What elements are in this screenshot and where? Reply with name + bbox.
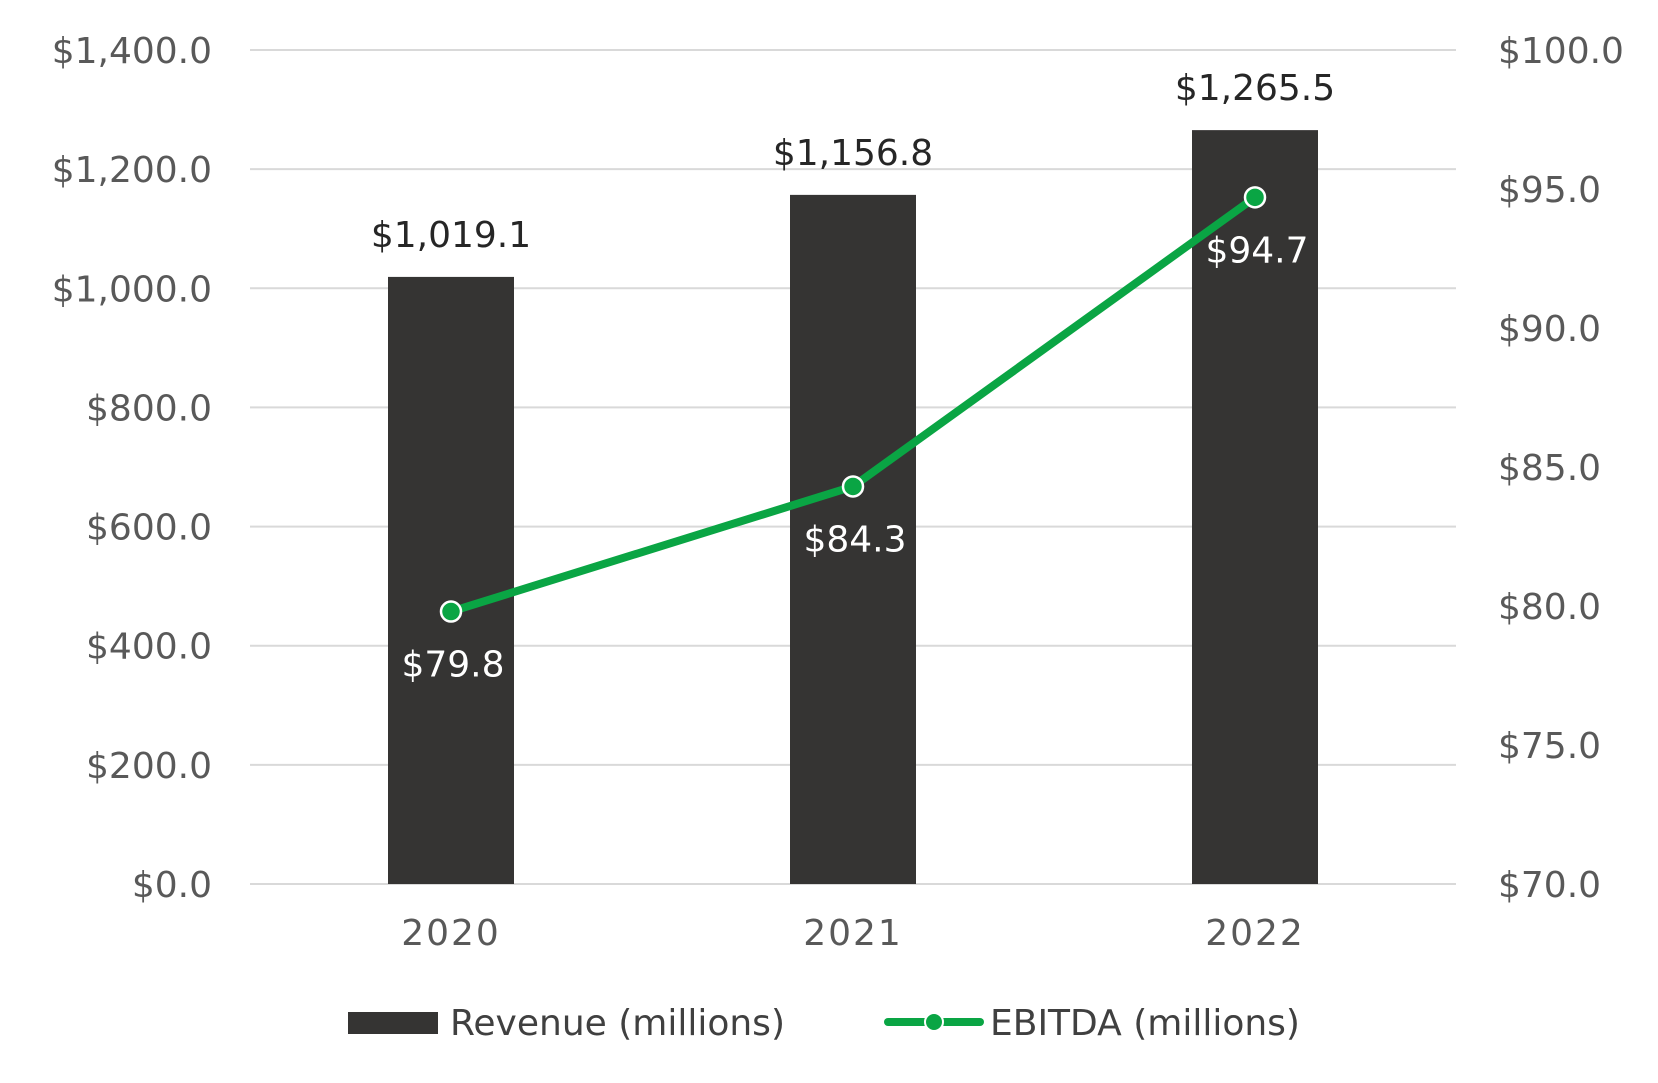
left-axis-tick-label: $800.0 [86, 388, 212, 429]
ebitda-data-labels: $79.8 $84.3 $94.7 [401, 230, 1308, 685]
right-axis-tick-label: $80.0 [1498, 587, 1601, 628]
x-axis-tick-label: 2022 [1205, 913, 1305, 954]
legend: Revenue (millions) EBITDA (millions) [348, 1003, 1300, 1044]
revenue-data-labels: $1,019.1 $1,156.8 $1,265.5 [371, 68, 1335, 256]
right-axis-tick-label: $100.0 [1498, 31, 1624, 72]
ebitda-point [1243, 186, 1267, 209]
x-axis-ticks: 2020 2021 2022 [401, 913, 1305, 954]
revenue-bar [1192, 130, 1318, 885]
revenue-data-label: $1,019.1 [371, 215, 531, 256]
x-axis-tick-label: 2020 [401, 913, 501, 954]
right-axis-ticks: $70.0 $75.0 $80.0 $85.0 $90.0 $95.0 $100.0 [1498, 31, 1624, 906]
legend-swatch-revenue [348, 1012, 438, 1034]
legend-label-revenue: Revenue (millions) [450, 1003, 785, 1044]
legend-label-ebitda: EBITDA (millions) [990, 1003, 1300, 1044]
ebitda-data-label: $94.7 [1205, 230, 1308, 271]
revenue-data-label: $1,265.5 [1175, 68, 1335, 109]
legend-marker-ebitda [924, 1012, 944, 1032]
ebitda-line [439, 186, 1267, 623]
right-axis-tick-label: $90.0 [1498, 309, 1601, 350]
ebitda-data-label: $84.3 [803, 519, 906, 560]
right-axis-tick-label: $95.0 [1498, 170, 1601, 211]
revenue-bar [790, 194, 916, 885]
revenue-data-label: $1,156.8 [773, 133, 933, 174]
ebitda-point [841, 475, 865, 498]
ebitda-point [439, 600, 463, 623]
left-axis-tick-label: $1,000.0 [52, 269, 212, 310]
right-axis-tick-label: $85.0 [1498, 448, 1601, 489]
left-axis-ticks: $0.0 $200.0 $400.0 $600.0 $800.0 $1,000.0 $1,2… [52, 31, 212, 906]
left-axis-tick-label: $1,400.0 [52, 31, 212, 72]
left-axis-tick-label: $200.0 [86, 746, 212, 787]
left-axis-tick-label: $400.0 [86, 627, 212, 668]
revenue-bars [388, 130, 1318, 885]
ebitda-data-label: $79.8 [401, 645, 504, 686]
left-axis-tick-label: $1,200.0 [52, 150, 212, 191]
left-axis-tick-label: $0.0 [132, 865, 212, 906]
right-axis-tick-label: $75.0 [1498, 726, 1601, 767]
right-axis-tick-label: $70.0 [1498, 865, 1601, 906]
left-axis-tick-label: $600.0 [86, 508, 212, 549]
revenue-bar [388, 276, 514, 884]
x-axis-tick-label: 2021 [803, 913, 903, 954]
